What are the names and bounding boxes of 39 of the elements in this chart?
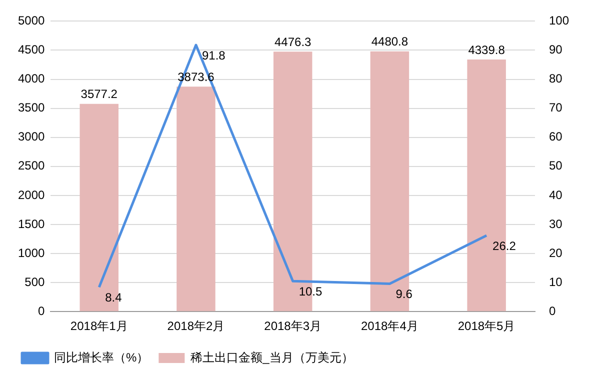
y-tick-label: 4500 xyxy=(18,42,46,57)
bar xyxy=(176,86,216,312)
data-label: 3577.2 xyxy=(80,87,118,102)
y2-tick-label: 40 xyxy=(548,188,563,202)
y-tick-label: 1000 xyxy=(18,246,46,260)
y-tick-label: 3000 xyxy=(18,130,46,144)
y2-tick-label: 50 xyxy=(548,158,563,173)
y2-tick-label: 0 xyxy=(548,304,556,318)
y2-tick-label: 60 xyxy=(548,130,563,144)
data-label: 9.6 xyxy=(396,287,413,302)
y2-tick-label: 100 xyxy=(548,14,570,28)
y2-tick-label: 80 xyxy=(548,72,563,86)
y2-tick-label: 30 xyxy=(548,216,563,231)
legend-label: 稀土出口金额_当月（万美元） xyxy=(190,350,354,364)
y-tick-label: 0 xyxy=(38,304,46,318)
y2-tick-label: 70 xyxy=(548,100,563,115)
data-label: 4480.8 xyxy=(371,34,408,49)
y-tick-label: 3500 xyxy=(18,100,46,115)
y-tick-label: 4000 xyxy=(18,72,46,86)
data-label: 26.2 xyxy=(492,238,516,253)
y-tick-label: 2500 xyxy=(18,158,46,173)
y2-tick-label: 10 xyxy=(548,274,563,289)
x-tick-label: 2018年5月 xyxy=(458,319,516,334)
y-tick-label: 5000 xyxy=(18,14,46,28)
x-tick-label: 2018年1月 xyxy=(70,319,128,334)
data-label: 10.5 xyxy=(298,284,323,298)
x-tick-label: 2018年2月 xyxy=(167,319,225,334)
y2-tick-label: 90 xyxy=(548,42,563,57)
y-tick-label: 500 xyxy=(24,274,46,289)
y-tick-label: 2000 xyxy=(18,188,46,202)
y2-tick-label: 20 xyxy=(548,246,563,260)
legend-label: 同比增长率（%） xyxy=(54,350,149,364)
x-tick-label: 2018年3月 xyxy=(264,319,322,334)
x-tick-label: 2018年4月 xyxy=(361,319,418,334)
data-label: 91.8 xyxy=(202,48,226,62)
data-label: 8.4 xyxy=(105,290,122,305)
data-label: 4476.3 xyxy=(274,34,312,49)
y-tick-label: 1500 xyxy=(18,216,46,231)
data-label: 4339.8 xyxy=(468,42,506,57)
